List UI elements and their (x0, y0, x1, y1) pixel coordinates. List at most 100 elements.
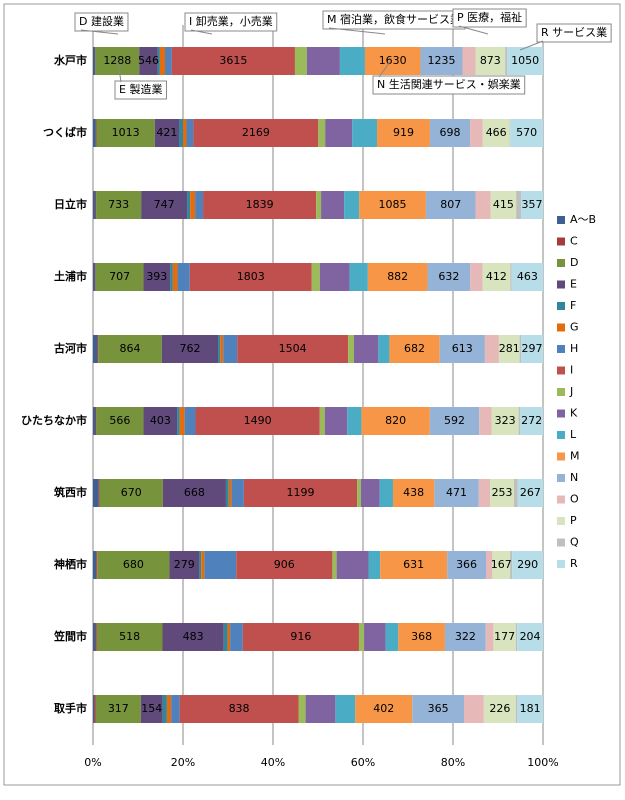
legend-swatch (557, 409, 565, 418)
data-label: 466 (486, 126, 507, 139)
bar-segment (510, 263, 512, 291)
bar-segment (236, 551, 333, 579)
annotations: D 建設業 E 製造業 I 卸売業，小売業 M 宿泊業，飲食サービス業 N 生活関連サー… (74, 8, 612, 100)
bar-segment (139, 47, 158, 75)
bar-segment (93, 695, 95, 723)
legend-swatch (557, 495, 565, 504)
bar-segment (93, 335, 98, 363)
annotation: D 建設業 (79, 14, 124, 28)
bar-segment (316, 191, 322, 219)
annotation-box (74, 12, 129, 32)
bar-segment (321, 191, 345, 219)
bar-segment (429, 119, 471, 147)
bar-segment (93, 47, 96, 75)
bar-segment (93, 623, 96, 651)
data-label: 632 (438, 270, 459, 283)
bar-segment (162, 695, 167, 723)
annotation-leader (519, 40, 544, 51)
data-label: 546 (138, 54, 159, 67)
y-tick-label: 神栖市 (54, 557, 87, 571)
data-label: 272 (521, 414, 542, 427)
data-label: 322 (455, 630, 476, 643)
bar-segment (475, 47, 506, 75)
bar-segment (93, 191, 96, 219)
legend-label: J (569, 385, 573, 398)
bar-segment (485, 623, 494, 651)
bar-segment (157, 47, 160, 75)
legend-label: L (570, 428, 577, 441)
data-label: 297 (522, 342, 543, 355)
bar-segment (95, 119, 97, 147)
bar-segment (201, 551, 205, 579)
y-tick-label: 古河市 (54, 341, 87, 355)
data-label: 1839 (246, 198, 274, 211)
bar-segment (183, 119, 187, 147)
bar-segment (97, 335, 99, 363)
bar-segment (171, 695, 180, 723)
data-label: 317 (108, 702, 129, 715)
legend-swatch (557, 216, 565, 224)
bar-segment (325, 119, 353, 147)
data-label: 290 (517, 558, 538, 571)
bar-segment (519, 335, 522, 363)
legend-label: R (570, 557, 578, 570)
bar-segment (228, 479, 232, 507)
bar-segment (154, 119, 180, 147)
bar-segment (352, 119, 378, 147)
bar-segment (93, 119, 96, 147)
bar-segment (389, 335, 440, 363)
data-label: 1235 (427, 54, 455, 67)
annotation: R サービス業 (541, 26, 607, 39)
bar-segment (319, 263, 350, 291)
bar-segment (377, 119, 430, 147)
bar-segment (368, 551, 381, 579)
y-tick-label: 取手市 (54, 701, 87, 715)
bar-segment (294, 47, 307, 75)
bar-segment (96, 623, 163, 651)
data-label: 483 (183, 630, 204, 643)
legend-swatch (557, 237, 565, 246)
legend-label: H (570, 342, 578, 355)
legend-swatch (557, 452, 565, 461)
data-label: 368 (411, 630, 432, 643)
bar-segment (225, 479, 229, 507)
legend-label: F (570, 299, 576, 312)
legend-label: Q (570, 536, 579, 549)
bar-segment (179, 407, 185, 435)
bar-segment (493, 623, 516, 651)
bar-segment (218, 335, 221, 363)
y-tick-label: 水戸市 (54, 53, 87, 67)
annotation: P 医療，福祉 (457, 10, 522, 24)
bar-segment (93, 263, 96, 291)
bar-segment (230, 623, 243, 651)
data-label: 670 (121, 486, 142, 499)
data-label: 680 (123, 558, 144, 571)
annotation: E 製造業 (119, 82, 162, 96)
data-label: 733 (108, 198, 129, 211)
data-label: 570 (516, 126, 537, 139)
data-label: 154 (141, 702, 162, 715)
legend-swatch (557, 366, 565, 375)
legend-swatch (557, 538, 565, 547)
bar-segment (95, 191, 97, 219)
data-label: 631 (403, 558, 424, 571)
bar-segment (364, 47, 421, 75)
data-label: 747 (154, 198, 175, 211)
bar-segment (237, 335, 349, 363)
data-label: 906 (274, 558, 295, 571)
bar-segment (483, 695, 516, 723)
annotation-box (372, 75, 526, 95)
bar-segment (364, 623, 386, 651)
bar-segment (140, 695, 163, 723)
bar-segment (193, 119, 319, 147)
bar-segment (335, 695, 356, 723)
bar-segment (339, 47, 365, 75)
bar-segment (95, 407, 97, 435)
data-label: 1288 (103, 54, 131, 67)
bar-segment (360, 479, 380, 507)
legend-swatch (557, 345, 565, 353)
legend-swatch (557, 302, 565, 310)
data-label: 864 (120, 342, 141, 355)
